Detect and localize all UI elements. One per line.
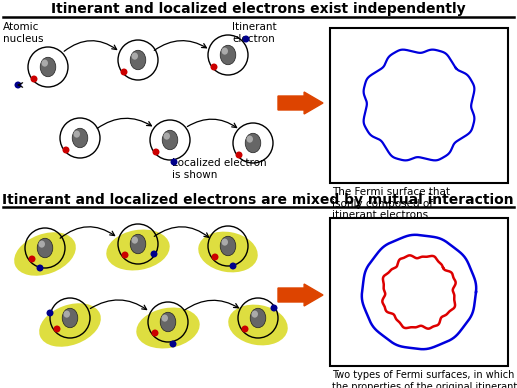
Circle shape — [236, 151, 242, 159]
Circle shape — [121, 251, 129, 258]
Ellipse shape — [130, 234, 146, 254]
Text: Two types of Fermi surfaces, in which
the properties of the original itinerant
e: Two types of Fermi surfaces, in which th… — [332, 370, 517, 388]
Ellipse shape — [221, 47, 228, 55]
Ellipse shape — [245, 133, 261, 153]
Circle shape — [63, 147, 69, 154]
Ellipse shape — [73, 130, 80, 138]
Ellipse shape — [14, 232, 76, 276]
Circle shape — [270, 305, 278, 312]
Circle shape — [53, 326, 60, 333]
Ellipse shape — [130, 50, 146, 70]
Ellipse shape — [161, 315, 168, 322]
Circle shape — [47, 310, 53, 317]
Ellipse shape — [198, 232, 258, 272]
Bar — [330, 28, 508, 183]
Circle shape — [170, 341, 176, 348]
Ellipse shape — [41, 59, 48, 67]
Ellipse shape — [220, 45, 236, 65]
Ellipse shape — [136, 308, 200, 348]
Circle shape — [171, 159, 177, 166]
Circle shape — [151, 329, 159, 336]
Bar — [330, 218, 508, 366]
Circle shape — [241, 326, 249, 333]
Text: Itinerant
electron: Itinerant electron — [232, 22, 277, 43]
Circle shape — [230, 263, 236, 270]
Text: The Fermi surface that
isonly composed of
itinerant electrons.: The Fermi surface that isonly composed o… — [332, 187, 450, 220]
Ellipse shape — [228, 305, 288, 345]
Circle shape — [37, 265, 43, 272]
Circle shape — [14, 81, 22, 88]
Ellipse shape — [72, 128, 88, 148]
Ellipse shape — [64, 310, 70, 318]
Polygon shape — [278, 92, 323, 114]
Text: Itinerant and localized electrons exist independently: Itinerant and localized electrons exist … — [51, 2, 465, 16]
Ellipse shape — [40, 57, 56, 77]
Text: Localized electron
is shown: Localized electron is shown — [172, 158, 267, 180]
Ellipse shape — [37, 238, 53, 258]
Polygon shape — [278, 284, 323, 306]
Circle shape — [150, 251, 158, 258]
Circle shape — [242, 35, 250, 43]
Ellipse shape — [131, 52, 138, 60]
Ellipse shape — [38, 241, 45, 248]
Ellipse shape — [247, 135, 253, 143]
Text: Atomic
nucleus: Atomic nucleus — [3, 22, 43, 43]
Ellipse shape — [221, 239, 228, 246]
Circle shape — [120, 69, 128, 76]
Circle shape — [28, 256, 36, 263]
Ellipse shape — [250, 308, 266, 328]
Ellipse shape — [220, 236, 236, 256]
Circle shape — [210, 64, 218, 71]
Ellipse shape — [107, 230, 170, 270]
Circle shape — [153, 149, 160, 156]
Ellipse shape — [39, 303, 101, 347]
Circle shape — [211, 253, 219, 260]
Circle shape — [31, 76, 38, 83]
Ellipse shape — [131, 237, 138, 244]
Ellipse shape — [251, 310, 258, 318]
Ellipse shape — [162, 130, 178, 150]
Text: Itinerant and localized electrons are mixed by mutual interaction: Itinerant and localized electrons are mi… — [2, 193, 514, 207]
Ellipse shape — [163, 133, 170, 140]
Ellipse shape — [160, 312, 176, 332]
Ellipse shape — [62, 308, 78, 328]
